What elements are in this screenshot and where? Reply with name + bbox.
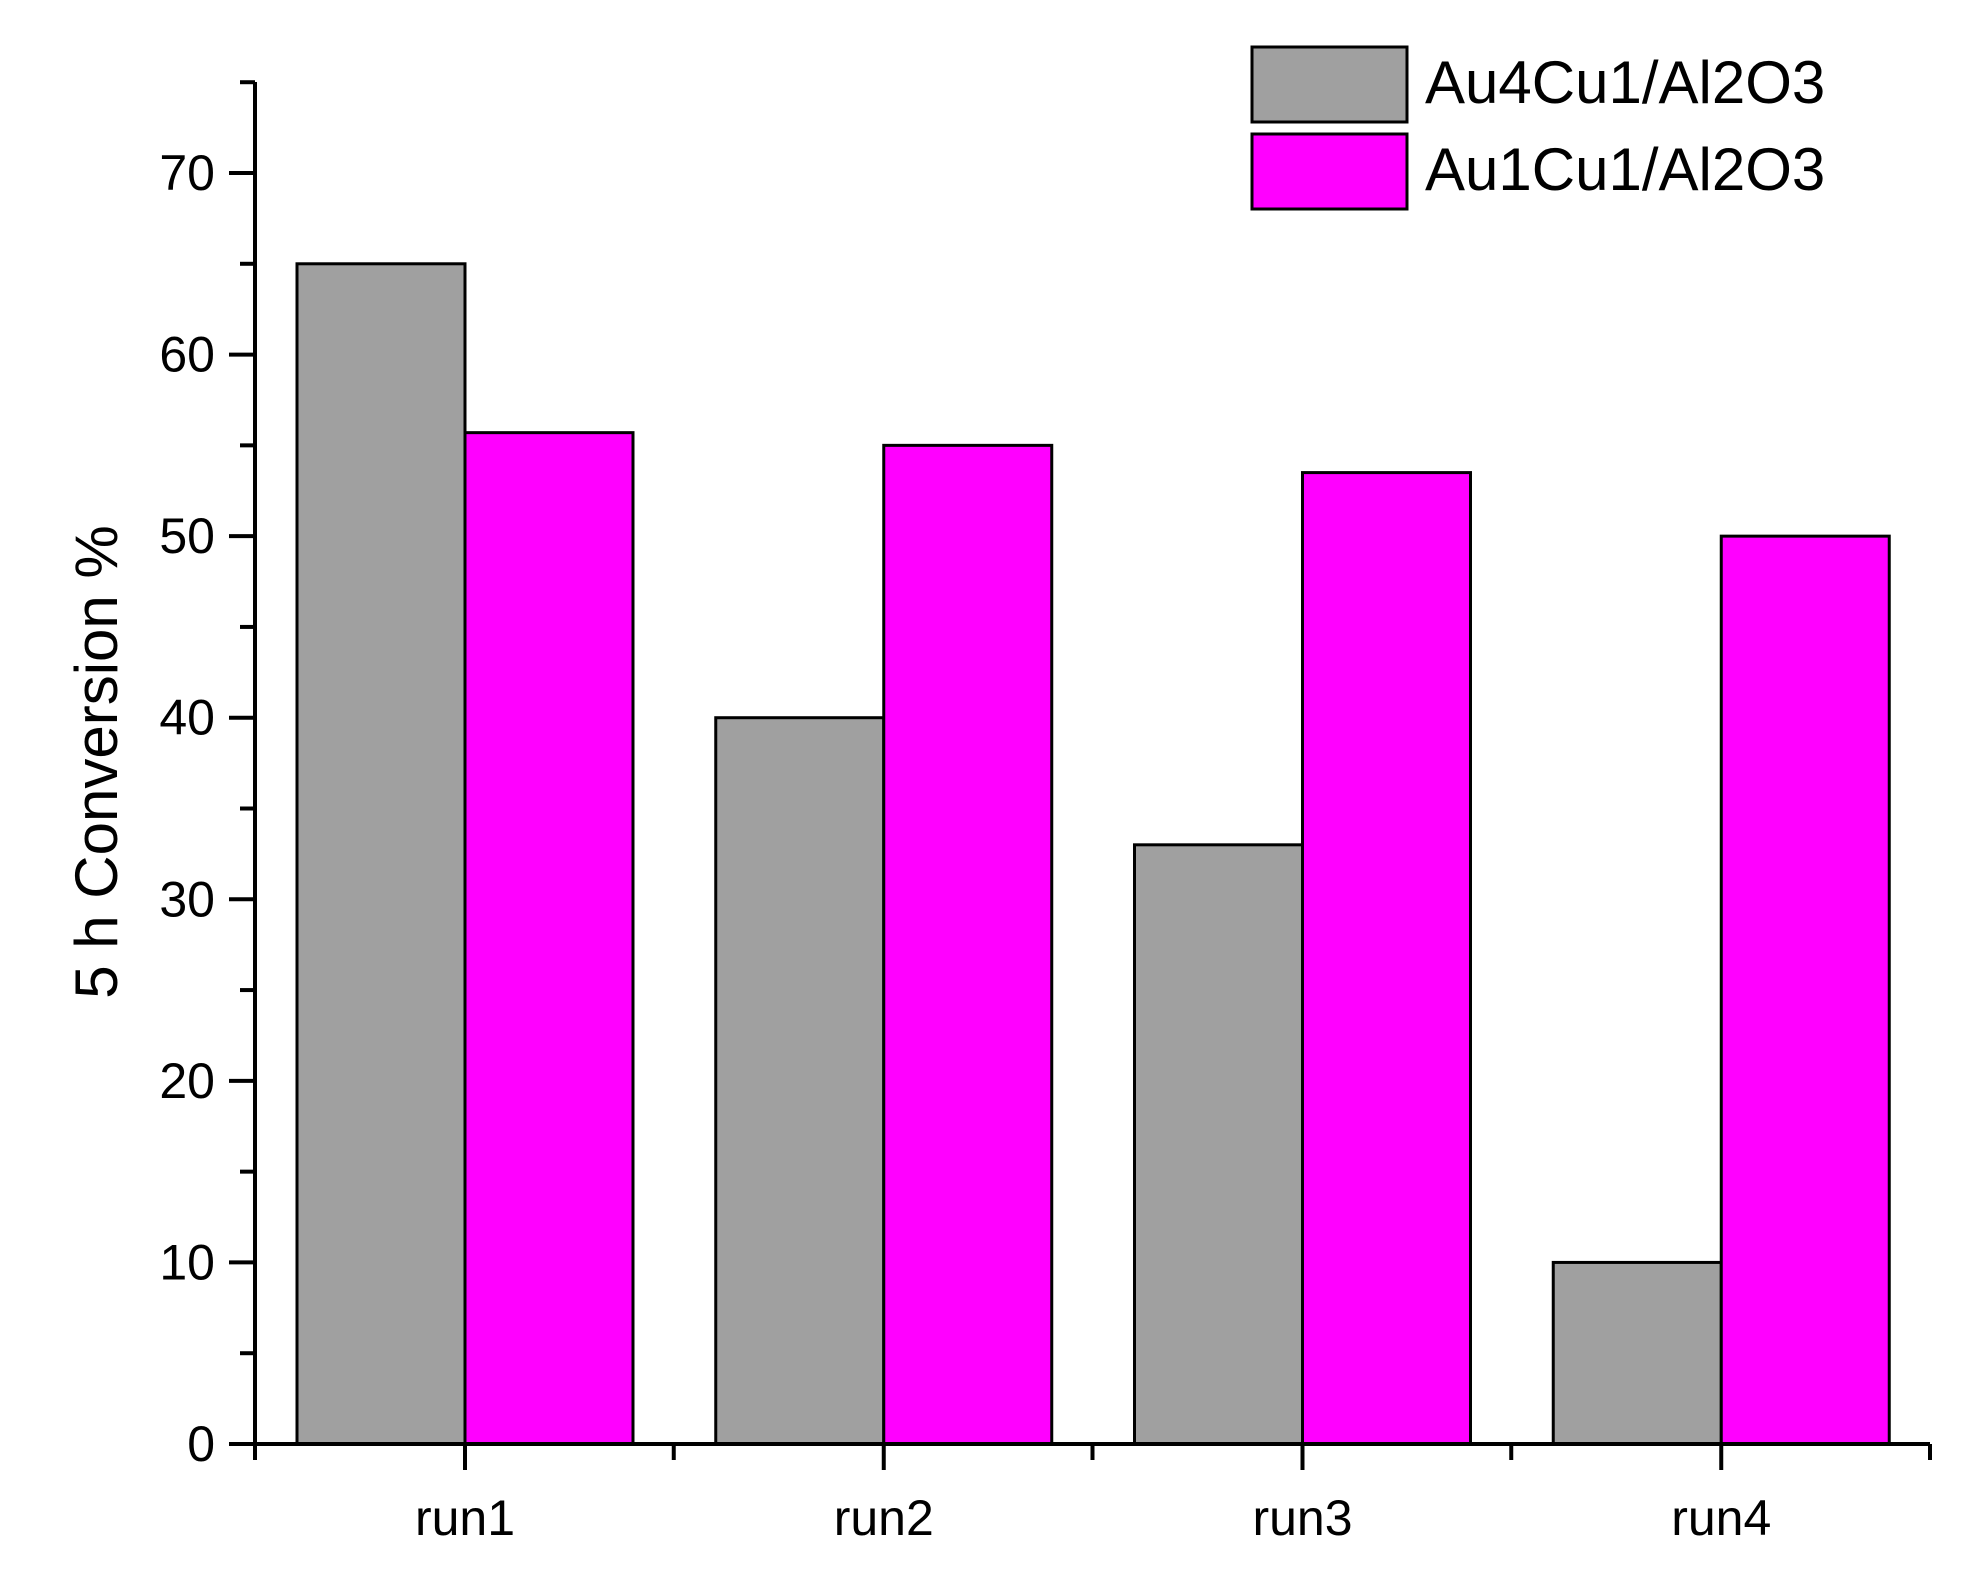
bar-Au1Cu1/Al2O3-run1 bbox=[463, 431, 635, 1446]
y-tick-label: 20 bbox=[159, 1053, 215, 1109]
y-tick-label: 0 bbox=[187, 1416, 215, 1472]
legend-swatch-Au1Cu1/Al2O3 bbox=[1250, 132, 1409, 211]
y-tick-label: 60 bbox=[159, 327, 215, 383]
bars-group bbox=[295, 262, 1891, 1446]
bar-Au4Cu1/Al2O3-run3 bbox=[1133, 843, 1304, 1446]
legend-swatch-Au4Cu1/Al2O3 bbox=[1250, 45, 1409, 124]
bar-Au1Cu1/Al2O3-run2 bbox=[882, 443, 1054, 1446]
x-tick-label: run1 bbox=[415, 1490, 515, 1546]
legend-label: Au1Cu1/Al2O3 bbox=[1425, 136, 1825, 203]
y-axis-label: 5 h Conversion % bbox=[63, 525, 130, 999]
legend-label: Au4Cu1/Al2O3 bbox=[1425, 49, 1825, 116]
y-tick-label: 50 bbox=[159, 508, 215, 564]
x-tick-label: run4 bbox=[1671, 1490, 1771, 1546]
bar-Au1Cu1/Al2O3-run4 bbox=[1719, 534, 1891, 1446]
bar-Au4Cu1/Al2O3-run1 bbox=[295, 262, 467, 1446]
x-tick-label: run2 bbox=[834, 1490, 934, 1546]
y-tick-label: 40 bbox=[159, 690, 215, 746]
legend: Au4Cu1/Al2O3 Au1Cu1/Al2O3 bbox=[1250, 45, 1825, 211]
x-tick-label: run3 bbox=[1252, 1490, 1352, 1546]
bar-Au4Cu1/Al2O3-run2 bbox=[714, 716, 886, 1446]
y-tick-label: 30 bbox=[159, 871, 215, 927]
y-tick-label: 70 bbox=[159, 145, 215, 201]
axes-group: 0 10 20 30 40 50 60 70 run1 run2 run3 run4 bbox=[159, 80, 1932, 1546]
bar-Au4Cu1/Al2O3-run4 bbox=[1551, 1260, 1723, 1446]
bar-Au1Cu1/Al2O3-run3 bbox=[1301, 471, 1472, 1446]
y-tick-label: 10 bbox=[159, 1234, 215, 1290]
